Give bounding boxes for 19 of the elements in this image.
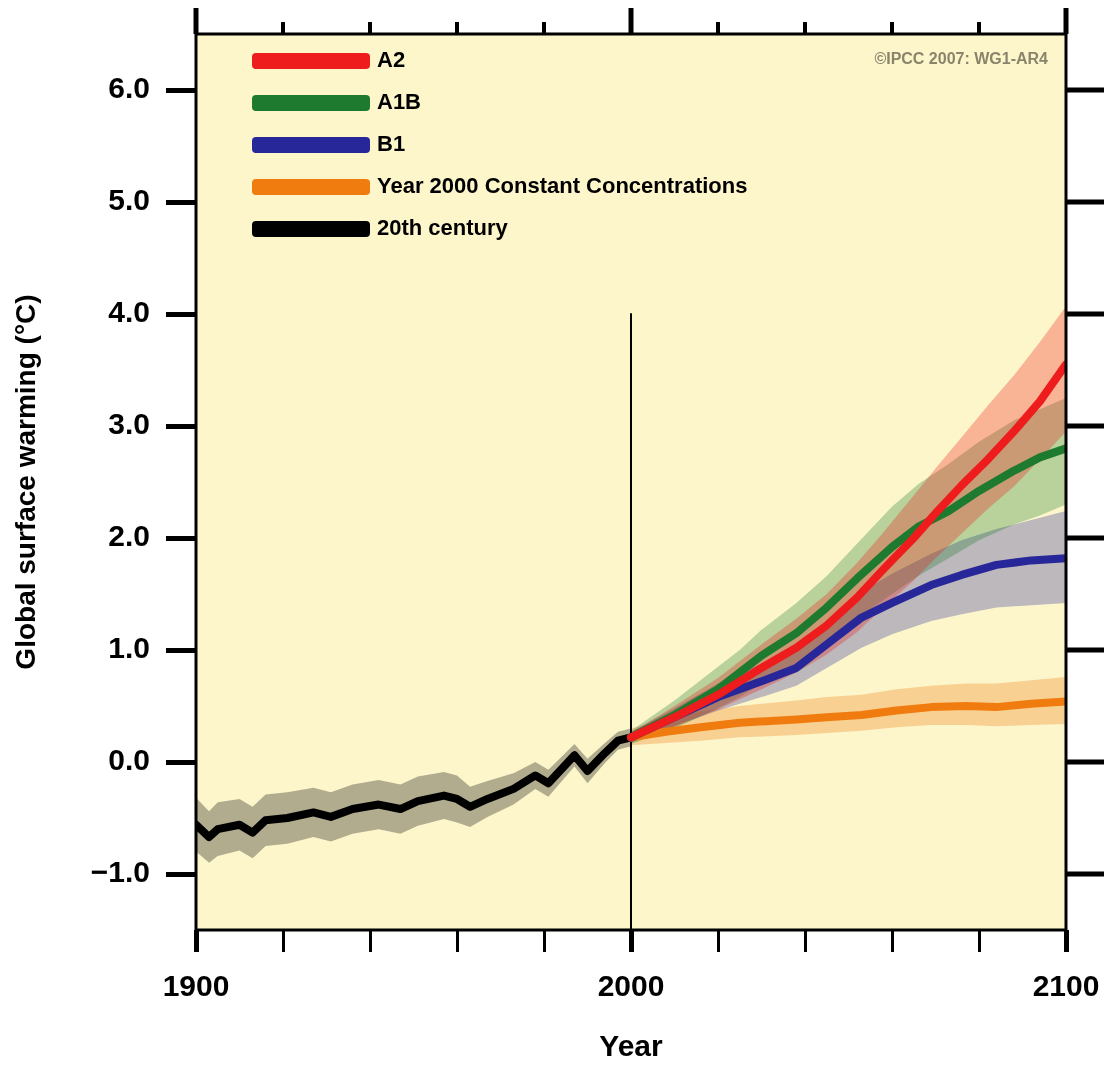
x-tick-label: 2100 [1032,969,1100,1003]
y-tick-label: 3.0 [108,407,150,441]
x-tick-label: 1900 [162,969,230,1003]
y-tick-label: 1.0 [108,631,150,665]
legend-label: A2 [377,47,406,73]
x-tick-label: 2000 [597,969,665,1003]
legend-label: A1B [377,89,422,115]
x-axis-title: Year [599,1029,664,1063]
y-tick-label: 6.0 [108,71,150,105]
y-axis-title: Global surface warming (°C) [9,294,41,670]
legend-label: B1 [377,131,406,157]
legend-label: Year 2000 Constant Concentrations [377,173,748,199]
legend-label: 20th century [377,215,509,241]
y-tick-label: 4.0 [108,295,150,329]
y-tick-label: 2.0 [108,519,150,553]
y-tick-label: 0.0 [108,743,150,777]
y-tick-label: −1.0 [90,855,150,889]
y-tick-label: 5.0 [108,183,150,217]
annotation: ©IPCC 2007: WG1-AR4 [874,50,1049,68]
